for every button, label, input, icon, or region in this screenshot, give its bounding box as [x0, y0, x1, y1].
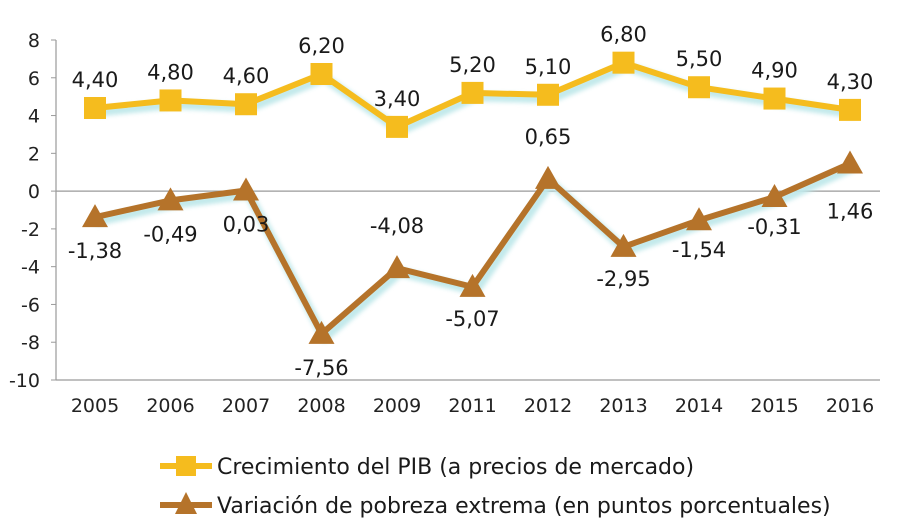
x-tick-label: 2015: [750, 395, 798, 417]
data-label-pib: 4,40: [72, 68, 119, 92]
data-point-pib: [84, 97, 106, 119]
data-label-pobreza: 0,65: [525, 125, 572, 149]
legend-label-pobreza: Variación de pobreza extrema (en puntos …: [217, 494, 831, 519]
data-label-pib: 4,30: [827, 70, 874, 94]
legend-entry-pib: Crecimiento del PIB (a precios de mercad…: [160, 455, 694, 480]
data-point-pib: [612, 51, 635, 74]
data-label-pobreza: 1,46: [827, 200, 874, 224]
data-point-pobreza: [761, 183, 788, 207]
y-tick-label: -8: [21, 332, 40, 354]
data-point-pobreza: [610, 233, 637, 257]
data-point-pobreza: [308, 320, 335, 344]
y-tick-label: 8: [28, 30, 40, 52]
data-label-pobreza: -4,08: [370, 214, 424, 238]
x-tick-label: 2006: [146, 395, 194, 417]
y-tick-label: -6: [21, 294, 40, 316]
data-label-pib: 4,60: [223, 64, 270, 88]
data-label-pib: 4,80: [147, 60, 194, 84]
legend-label-pib: Crecimiento del PIB (a precios de mercad…: [217, 455, 694, 480]
y-tick-label: -4: [21, 257, 40, 279]
data-label-pib: 5,10: [525, 55, 572, 79]
data-label-pib: 3,40: [374, 87, 421, 111]
data-point-pobreza: [535, 165, 561, 189]
chart-legend: Crecimiento del PIB (a precios de mercad…: [160, 455, 831, 519]
data-label-pobreza: -0,49: [143, 222, 197, 246]
data-point-pib: [235, 93, 257, 116]
y-tick-label: -2: [21, 219, 40, 241]
x-tick-label: 2011: [448, 395, 496, 417]
y-tick-label: 4: [28, 106, 40, 128]
data-point-pib: [310, 63, 333, 85]
data-label-pobreza: -1,54: [672, 238, 726, 262]
data-point-pobreza: [157, 187, 184, 211]
chart-axes: 8 6 4 2 0 -2 -4 -6 -8 -10 2005 2006 2007 2008 2009 2011…: [9, 30, 880, 417]
data-point-pib: [461, 81, 484, 104]
y-tick-label: 2: [28, 143, 40, 165]
y-tick-label: 0: [28, 181, 40, 203]
data-point-pobreza: [459, 273, 486, 297]
chart-data-labels: 4,40 4,80 4,60 6,20 3,40 5,20 5,10 6,80 5,50 4,90…: [68, 23, 874, 380]
data-label-pib: 4,90: [751, 59, 798, 83]
data-point-pib: [688, 76, 710, 99]
x-tick-label: 2012: [524, 395, 572, 417]
data-point-pib: [159, 89, 182, 112]
x-tick-label: 2005: [71, 395, 119, 417]
data-label-pobreza: -2,95: [596, 267, 650, 291]
x-tick-label: 2009: [373, 395, 421, 417]
data-point-pib: [537, 83, 559, 106]
data-label-pobreza: -5,07: [445, 307, 499, 331]
x-tick-label: 2008: [297, 395, 345, 417]
y-tick-label: 6: [28, 68, 40, 90]
x-tick-label: 2013: [599, 395, 647, 417]
data-label-pobreza: 0,03: [223, 213, 270, 237]
chart-series: [82, 51, 863, 344]
legend-marker-pobreza: [175, 492, 197, 514]
data-label-pobreza: -0,31: [747, 215, 801, 239]
legend-marker-pib: [176, 456, 196, 476]
x-tick-label: 2016: [826, 395, 874, 417]
data-point-pobreza: [837, 150, 863, 174]
data-label-pib: 6,80: [600, 23, 647, 47]
data-point-pib: [386, 115, 408, 138]
data-label-pobreza: -7,56: [294, 356, 348, 380]
data-label-pib: 5,20: [449, 53, 496, 77]
legend-entry-pobreza: Variación de pobreza extrema (en puntos …: [160, 492, 831, 519]
data-label-pib: 6,20: [298, 34, 345, 58]
x-tick-label: 2014: [675, 395, 723, 417]
data-label-pobreza: -1,38: [68, 239, 122, 263]
y-tick-label: -10: [9, 370, 40, 392]
data-label-pib: 5,50: [676, 47, 723, 71]
data-point-pobreza: [686, 207, 712, 231]
data-point-pobreza: [384, 255, 410, 279]
data-point-pib: [839, 98, 861, 121]
data-point-pib: [763, 87, 786, 110]
data-point-pobreza: [233, 177, 259, 201]
x-tick-label: 2007: [222, 395, 270, 417]
data-point-pobreza: [82, 204, 108, 228]
